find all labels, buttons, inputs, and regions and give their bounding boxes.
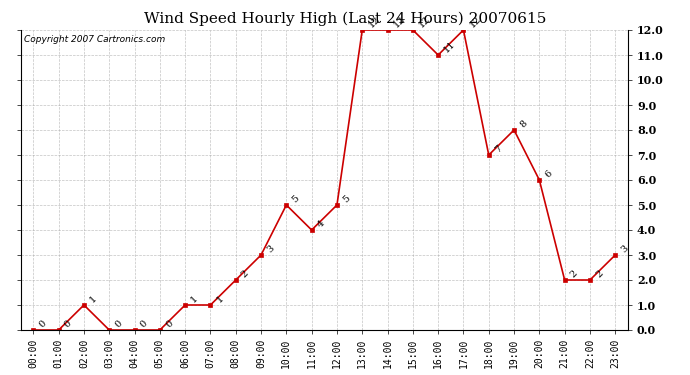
Text: Copyright 2007 Cartronics.com: Copyright 2007 Cartronics.com bbox=[23, 34, 165, 44]
Text: 12: 12 bbox=[392, 14, 407, 29]
Text: 0: 0 bbox=[164, 318, 175, 329]
Text: 1: 1 bbox=[88, 294, 99, 304]
Text: 2: 2 bbox=[569, 268, 580, 279]
Text: 5: 5 bbox=[290, 194, 302, 204]
Text: 6: 6 bbox=[544, 168, 554, 179]
Text: 12: 12 bbox=[468, 14, 483, 29]
Text: 11: 11 bbox=[442, 39, 457, 54]
Text: 3: 3 bbox=[620, 243, 630, 254]
Text: 1: 1 bbox=[215, 294, 226, 304]
Text: 12: 12 bbox=[366, 14, 382, 29]
Text: 8: 8 bbox=[518, 118, 529, 129]
Text: 0: 0 bbox=[37, 318, 48, 329]
Text: 0: 0 bbox=[63, 318, 74, 329]
Text: 2: 2 bbox=[594, 268, 605, 279]
Text: Wind Speed Hourly High (Last 24 Hours) 20070615: Wind Speed Hourly High (Last 24 Hours) 2… bbox=[144, 11, 546, 26]
Text: 3: 3 bbox=[265, 243, 276, 254]
Text: 4: 4 bbox=[316, 219, 326, 229]
Text: 0: 0 bbox=[113, 318, 124, 329]
Text: 0: 0 bbox=[139, 318, 150, 329]
Text: 2: 2 bbox=[240, 268, 250, 279]
Text: 1: 1 bbox=[189, 294, 200, 304]
Text: 7: 7 bbox=[493, 144, 504, 154]
Text: 12: 12 bbox=[417, 14, 432, 29]
Text: 5: 5 bbox=[341, 194, 352, 204]
